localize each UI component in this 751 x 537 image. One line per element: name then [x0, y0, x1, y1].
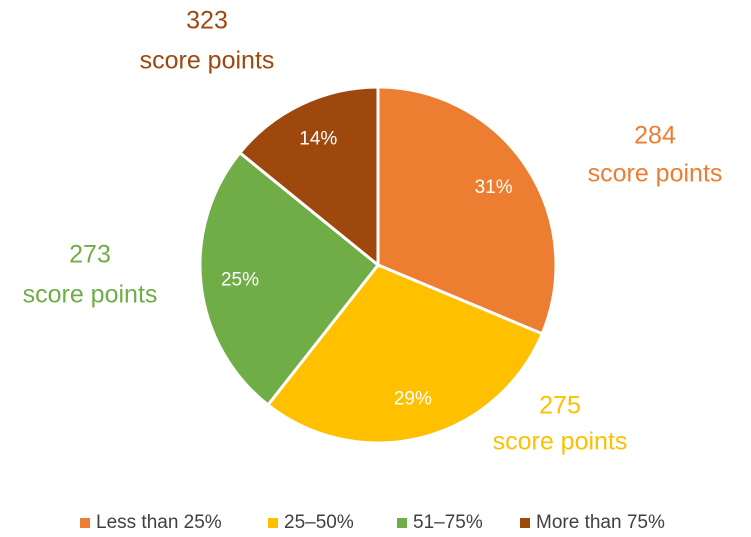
- legend-label: 51–75%: [413, 512, 483, 533]
- score-unit: score points: [140, 47, 275, 75]
- data-label: 29%: [394, 388, 432, 409]
- pie-slice: [237, 85, 380, 269]
- pie-slice: [376, 85, 558, 336]
- score-value: 275: [539, 392, 581, 420]
- data-label: 31%: [475, 177, 513, 198]
- score-value: 273: [69, 241, 111, 269]
- score-value: 323: [186, 7, 228, 35]
- data-label: 25%: [221, 269, 259, 290]
- data-label: 14%: [299, 129, 337, 150]
- pie-slice: [198, 150, 381, 408]
- pie-slice: [265, 263, 545, 445]
- score-unit: score points: [588, 160, 723, 188]
- legend-swatch: [397, 518, 407, 528]
- score-unit: score points: [23, 281, 158, 309]
- legend-label: 25–50%: [284, 512, 354, 533]
- score-value: 284: [634, 122, 676, 150]
- legend-swatch: [268, 518, 278, 528]
- legend-swatch: [80, 518, 90, 528]
- legend-label: Less than 25%: [96, 512, 222, 533]
- legend-swatch: [520, 518, 530, 528]
- score-unit: score points: [493, 428, 628, 456]
- legend-label: More than 75%: [536, 512, 665, 533]
